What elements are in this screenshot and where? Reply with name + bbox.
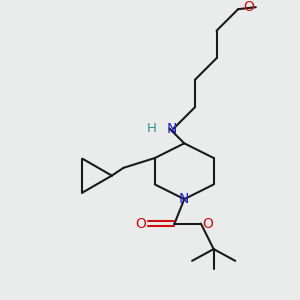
- Text: O: O: [243, 0, 254, 14]
- Text: O: O: [136, 217, 147, 231]
- Text: O: O: [202, 217, 213, 231]
- Text: N: N: [179, 192, 190, 206]
- Text: N: N: [167, 122, 177, 136]
- Text: H: H: [147, 122, 157, 135]
